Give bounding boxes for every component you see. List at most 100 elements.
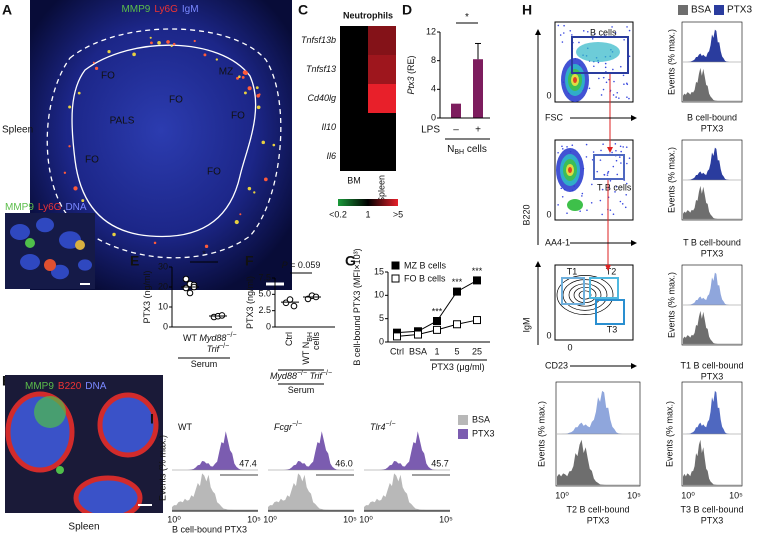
- panel-letter: C: [298, 2, 308, 18]
- event: [615, 159, 618, 162]
- y-tick-label: 2.5: [258, 305, 271, 315]
- x-axis-title: T B cell-bound: [683, 237, 741, 247]
- region-label: FO: [207, 167, 221, 178]
- y-tick-label: 20: [158, 281, 168, 291]
- text-part: WT: [178, 422, 192, 432]
- marker: [473, 276, 481, 285]
- x-axis-title: PTX3: [701, 123, 724, 133]
- heat-cell: [368, 55, 396, 84]
- y-tick-label: 5: [379, 313, 384, 323]
- event: [613, 80, 615, 83]
- speck: [166, 40, 170, 44]
- density: [567, 199, 583, 211]
- heat-cell: [340, 142, 368, 171]
- event: [611, 151, 613, 154]
- significance: *: [465, 12, 469, 23]
- x-axis-title: T2 B cell-bound: [566, 504, 629, 514]
- event: [628, 157, 631, 160]
- panel-letter: D: [402, 2, 412, 18]
- speck: [247, 86, 252, 91]
- cell: [97, 392, 159, 458]
- text-part: Serum: [288, 385, 315, 395]
- x-axis-title: AA4-1: [545, 237, 570, 247]
- gate-label: T2: [606, 266, 617, 276]
- heat-cell: [368, 84, 396, 113]
- speck: [150, 41, 153, 45]
- speck: [94, 66, 99, 70]
- event: [591, 183, 593, 186]
- event: [561, 41, 564, 43]
- panel-letter: F: [245, 253, 254, 269]
- axis-tick-label: 0: [567, 342, 572, 352]
- marker: [433, 317, 441, 325]
- y-tick-label: 0: [266, 321, 271, 331]
- speck: [272, 143, 276, 147]
- x-axis-title: PTX3: [701, 371, 724, 381]
- y-axis-title: B220: [521, 204, 531, 225]
- event: [614, 31, 617, 34]
- region-label: FO: [85, 155, 99, 166]
- gate: [595, 299, 625, 325]
- axis-tick-label: 10⁰: [359, 514, 373, 524]
- nucleus: [10, 224, 30, 240]
- column-label: Spleen: [376, 175, 386, 203]
- legend-swatch: [391, 261, 400, 270]
- italic-part: Tlr4: [370, 422, 386, 432]
- event: [616, 173, 619, 176]
- event: [626, 162, 628, 165]
- gate: [593, 154, 625, 180]
- stain-name: Ly6G: [154, 4, 178, 15]
- italic-part: Trif: [310, 371, 324, 381]
- histogram-ptx3: [683, 147, 741, 180]
- event: [566, 146, 568, 148]
- colorbar-tick-label: <0.2: [329, 209, 347, 219]
- speck: [215, 58, 219, 61]
- region-label: FO: [101, 71, 115, 82]
- y-axis-title: Events (% max.): [666, 147, 676, 213]
- event: [612, 68, 614, 71]
- x-axis-title: PTX3: [701, 248, 724, 258]
- y-axis-title: Events (% max.): [536, 401, 546, 467]
- y-tick-label: 15: [374, 266, 384, 276]
- speck: [203, 53, 207, 57]
- histogram-bsa: [683, 185, 741, 219]
- histogram-ptx3: [683, 272, 741, 305]
- histogram-bsa: [172, 473, 258, 510]
- group-label: Myd88−/− Trif−/−: [270, 370, 332, 381]
- event: [618, 156, 621, 158]
- superscript: −/−: [226, 332, 236, 339]
- percent-label: 45.7: [431, 458, 449, 468]
- legend-label: PTX3: [727, 5, 752, 16]
- legend-swatch: [458, 429, 468, 439]
- histogram-frame: [681, 264, 743, 346]
- row-label: Il10: [321, 122, 336, 132]
- event: [590, 202, 593, 204]
- event: [592, 151, 595, 153]
- event: [581, 195, 583, 197]
- event: [622, 74, 625, 77]
- data-point: [286, 296, 294, 303]
- event: [608, 186, 611, 189]
- text-part: WT N: [301, 342, 311, 365]
- superscript: −/−: [322, 370, 332, 377]
- x-tick-label: +: [475, 125, 481, 136]
- event: [591, 38, 594, 40]
- speck: [261, 140, 266, 145]
- marker: [453, 320, 461, 329]
- event: [601, 188, 604, 191]
- legend-label: FO B cells: [404, 273, 446, 283]
- legend-swatch: [714, 5, 724, 15]
- significance: ***: [472, 266, 483, 276]
- gate: [589, 277, 619, 299]
- legend-label: PTX3: [472, 428, 495, 438]
- text-part: = 0.059: [288, 260, 321, 270]
- data-point: [182, 284, 190, 292]
- row-label: Il6: [326, 151, 336, 161]
- stain-name: MMP9: [121, 4, 150, 15]
- significance: ***: [452, 277, 463, 287]
- histogram-bsa: [683, 67, 741, 101]
- panel-letter: G: [345, 253, 356, 269]
- event: [621, 203, 624, 205]
- event: [619, 200, 622, 203]
